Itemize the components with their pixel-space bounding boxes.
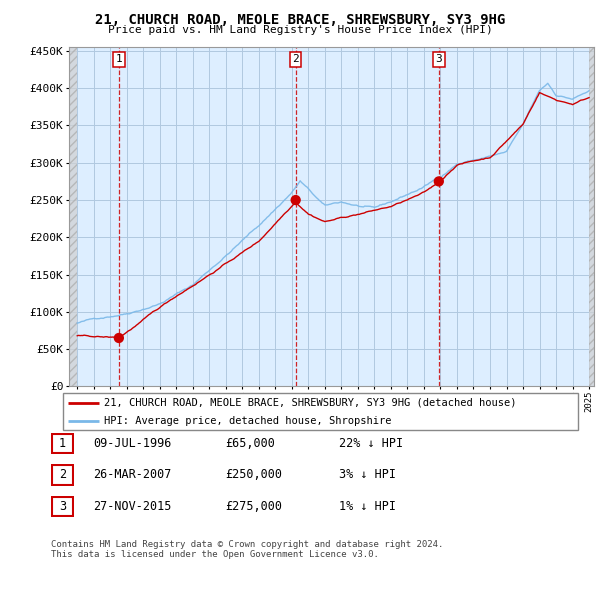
Text: £65,000: £65,000 (225, 437, 275, 450)
Point (291, 195, 301, 205)
Text: 3: 3 (59, 500, 66, 513)
Text: 21, CHURCH ROAD, MEOLE BRACE, SHREWSBURY, SY3 9HG (detached house): 21, CHURCH ROAD, MEOLE BRACE, SHREWSBURY… (104, 398, 517, 408)
Text: 09-JUL-1996: 09-JUL-1996 (93, 437, 172, 450)
Text: £275,000: £275,000 (225, 500, 282, 513)
Text: Contains HM Land Registry data © Crown copyright and database right 2024.
This d: Contains HM Land Registry data © Crown c… (51, 540, 443, 559)
Text: Price paid vs. HM Land Registry's House Price Index (HPI): Price paid vs. HM Land Registry's House … (107, 25, 493, 35)
Text: 1: 1 (59, 437, 66, 450)
Text: 26-MAR-2007: 26-MAR-2007 (93, 468, 172, 481)
Text: 21, CHURCH ROAD, MEOLE BRACE, SHREWSBURY, SY3 9HG: 21, CHURCH ROAD, MEOLE BRACE, SHREWSBURY… (95, 13, 505, 27)
Text: 1: 1 (115, 54, 122, 64)
Point (114, 333, 124, 343)
Text: 3% ↓ HPI: 3% ↓ HPI (339, 468, 396, 481)
FancyBboxPatch shape (62, 394, 578, 430)
Text: 22% ↓ HPI: 22% ↓ HPI (339, 437, 403, 450)
Text: 2: 2 (292, 54, 299, 64)
Text: £250,000: £250,000 (225, 468, 282, 481)
Point (434, 176, 443, 186)
Text: 27-NOV-2015: 27-NOV-2015 (93, 500, 172, 513)
Text: 3: 3 (436, 54, 442, 64)
Text: 1% ↓ HPI: 1% ↓ HPI (339, 500, 396, 513)
Text: 2: 2 (59, 468, 66, 481)
Text: HPI: Average price, detached house, Shropshire: HPI: Average price, detached house, Shro… (104, 416, 392, 426)
